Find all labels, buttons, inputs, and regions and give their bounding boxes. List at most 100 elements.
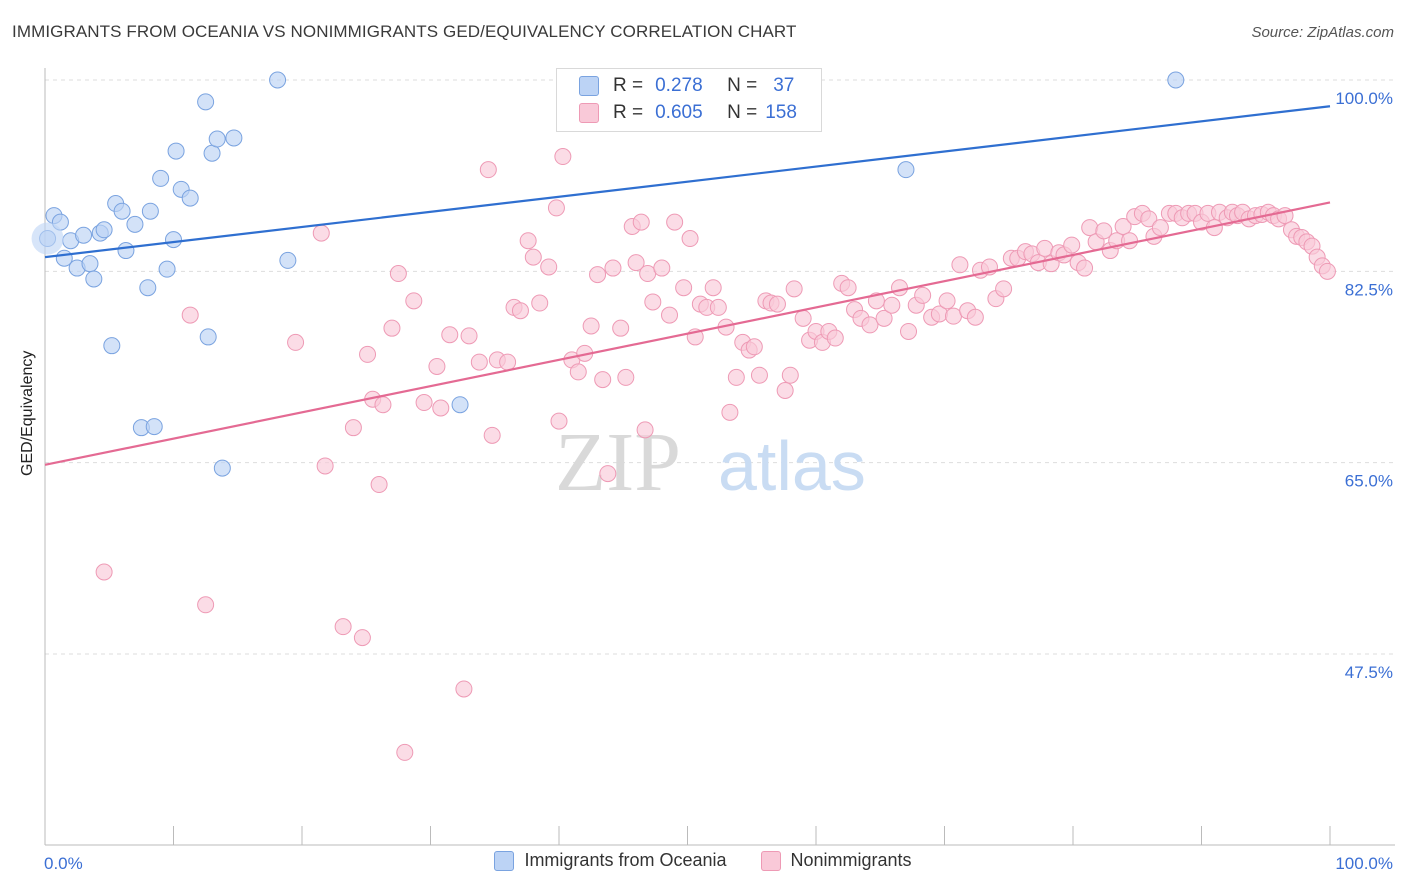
legend-item-oceania[interactable]: Immigrants from Oceania <box>494 850 727 871</box>
data-point <box>883 296 901 314</box>
data-point <box>287 333 305 351</box>
data-point <box>750 366 768 384</box>
data-point-large <box>31 222 64 255</box>
data-point <box>85 270 103 288</box>
data-point <box>158 260 176 278</box>
data-point <box>225 129 243 147</box>
legend-swatch-blue <box>579 76 599 96</box>
data-point <box>1036 239 1054 257</box>
data-point <box>152 169 170 187</box>
data-point <box>316 457 334 475</box>
series-legend: Immigrants from Oceania Nonimmigrants <box>0 850 1406 871</box>
legend-r-label: R = <box>613 75 644 96</box>
data-point <box>344 419 362 437</box>
data-point <box>389 265 407 283</box>
data-point <box>483 426 501 444</box>
data-point <box>995 280 1013 298</box>
data-point <box>455 680 473 698</box>
y-tick-label: 47.5% <box>1345 663 1393 682</box>
data-point <box>1121 232 1139 250</box>
x-tick-label: 0.0% <box>44 854 83 873</box>
data-point <box>636 421 654 439</box>
data-point <box>617 368 635 386</box>
data-point <box>208 130 226 148</box>
watermark-atlas: atlas <box>718 427 866 505</box>
y-tick-label: 100.0% <box>1335 89 1393 108</box>
data-point <box>582 317 600 335</box>
data-point <box>197 596 215 614</box>
legend-n-value: 37 <box>773 75 795 96</box>
data-point <box>203 144 221 162</box>
data-point <box>511 302 529 320</box>
x-tick-label: 100.0% <box>1335 854 1393 873</box>
legend-swatch-pink <box>579 103 599 123</box>
data-point <box>359 345 377 363</box>
data-point <box>540 258 558 276</box>
data-point <box>781 366 799 384</box>
data-point <box>1063 236 1081 254</box>
data-point <box>81 255 99 273</box>
data-point <box>666 213 684 231</box>
y-tick-label: 65.0% <box>1345 472 1393 491</box>
data-point <box>181 306 199 324</box>
data-point <box>405 292 423 310</box>
data-point <box>794 309 812 327</box>
data-point <box>661 306 679 324</box>
data-point <box>519 232 537 250</box>
data-point <box>75 226 93 244</box>
legend-label-oceania: Immigrants from Oceania <box>524 850 727 870</box>
data-point <box>709 298 727 316</box>
data-point <box>681 230 699 248</box>
data-point <box>145 418 163 436</box>
data-point <box>891 279 909 297</box>
data-point <box>612 319 630 337</box>
data-point <box>627 254 645 272</box>
data-point <box>897 161 915 179</box>
data-point <box>547 199 565 217</box>
data-point <box>589 266 607 284</box>
data-point <box>721 403 739 421</box>
chart-title: IMMIGRANTS FROM OCEANIA VS NONIMMIGRANTS… <box>12 22 797 41</box>
data-point <box>1076 259 1094 277</box>
data-point <box>644 293 662 311</box>
data-point <box>374 396 392 414</box>
data-point <box>861 316 879 334</box>
data-point <box>141 202 159 220</box>
data-point <box>704 279 722 297</box>
legend-r-label: R = <box>613 102 644 123</box>
data-point <box>1151 219 1169 237</box>
stats-legend: R = 0.278 N = 37 R = 0.605 N = 158 <box>556 68 822 132</box>
data-point <box>826 329 844 347</box>
data-point <box>875 309 893 327</box>
data-point <box>460 327 478 345</box>
data-point <box>1114 218 1132 236</box>
data-point <box>213 459 231 477</box>
data-point <box>197 93 215 111</box>
data-point <box>167 142 185 160</box>
data-point <box>768 295 786 313</box>
legend-n-label: N = <box>727 102 758 123</box>
trend-line <box>44 201 1331 466</box>
data-point <box>745 338 763 356</box>
data-point <box>103 337 121 355</box>
data-point <box>599 465 617 483</box>
data-point <box>944 307 962 325</box>
data-point <box>785 280 803 298</box>
data-point <box>1167 71 1185 89</box>
y-tick-label: 82.5% <box>1345 280 1393 299</box>
watermark-zip: ZIP <box>555 416 681 509</box>
data-point <box>165 231 182 249</box>
data-point <box>428 357 446 375</box>
data-point <box>269 71 287 89</box>
data-point <box>1095 222 1113 240</box>
data-point <box>1140 210 1158 228</box>
data-point <box>1318 262 1336 280</box>
data-point <box>966 308 984 326</box>
data-point <box>531 294 549 312</box>
legend-n-value: 158 <box>765 102 797 123</box>
tick-labels: 100.0% 82.5% 65.0% 47.5% 0.0% 100.0% <box>44 89 1393 873</box>
data-point <box>1081 219 1099 237</box>
legend-item-nonimmigrants[interactable]: Nonimmigrants <box>760 850 912 871</box>
data-point <box>524 248 542 266</box>
data-point <box>951 256 969 274</box>
